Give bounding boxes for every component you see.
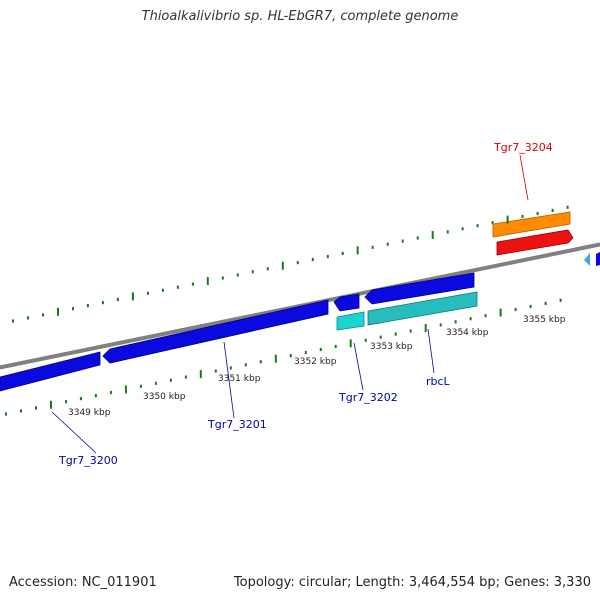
leader-line-tgr7-3202 (353, 342, 364, 391)
gene-arrow-orange[interactable] (492, 211, 571, 238)
gene-arrow-tgr7-3202[interactable] (336, 311, 365, 331)
accession-text: Accession: NC_011901 (9, 575, 157, 590)
forward-genes (492, 211, 600, 266)
ruler-labels: 3349 kbp 3350 kbp 3351 kbp 3352 kbp 3353… (68, 315, 566, 418)
gene-arrow-partial-blue[interactable] (596, 252, 600, 266)
ruler-label-3354: 3354 kbp (446, 328, 489, 338)
gene-label-rbcl[interactable]: rbcL (426, 375, 451, 388)
gene-leader-lines (51, 154, 529, 454)
gene-arrow-tgr7-3204[interactable] (496, 229, 574, 256)
ruler-label-3353: 3353 kbp (370, 342, 413, 352)
leader-line-tgr7-3200 (51, 411, 97, 454)
genome-summary-text: Topology: circular; Length: 3,464,554 bp… (233, 575, 591, 590)
ruler-label-3355: 3355 kbp (523, 315, 566, 325)
leader-line-tgr7-3201 (223, 341, 235, 419)
gene-arrow-small-blue[interactable] (333, 293, 360, 312)
gene-arrow-large-blue[interactable] (364, 272, 475, 305)
gene-arrow-tgr7-3200[interactable] (0, 351, 101, 392)
map-title: Thioalkalivibrio sp. HL-EbGR7, complete … (141, 9, 459, 24)
gene-label-tgr7-3200[interactable]: Tgr7_3200 (58, 454, 118, 467)
leader-line-tgr7-3204 (519, 154, 529, 201)
gene-arrow-tgr7-3201[interactable] (102, 299, 329, 364)
ruler-label-3349: 3349 kbp (68, 408, 111, 418)
gene-arrow-rbcl[interactable] (367, 291, 478, 326)
gene-labels: Tgr7_3200 Tgr7_3201 Tgr7_3202 rbcL Tgr7_… (58, 141, 553, 467)
reverse-genes (0, 272, 478, 392)
leader-line-rbcl (427, 328, 435, 374)
ruler-label-3352: 3352 kbp (294, 357, 337, 367)
tick-row-bottom (5, 298, 562, 416)
ruler-label-3350: 3350 kbp (143, 392, 186, 402)
gene-label-tgr7-3201[interactable]: Tgr7_3201 (207, 418, 267, 431)
gene-arrow-partial-lightblue[interactable] (584, 253, 590, 266)
gene-label-tgr7-3202[interactable]: Tgr7_3202 (338, 391, 398, 404)
tick-row-top (12, 205, 569, 323)
ruler-label-3351: 3351 kbp (218, 374, 261, 384)
gene-label-tgr7-3204[interactable]: Tgr7_3204 (493, 141, 553, 154)
